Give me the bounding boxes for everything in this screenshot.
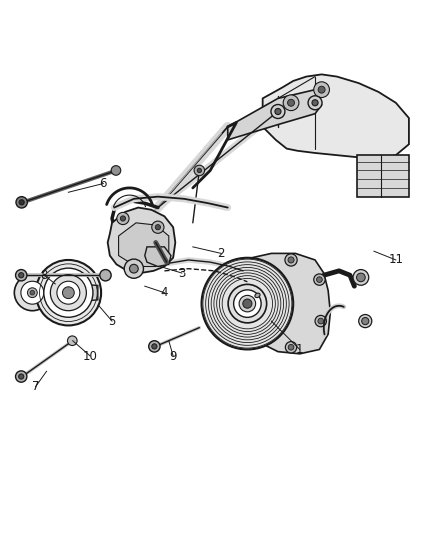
Circle shape bbox=[63, 287, 74, 298]
Circle shape bbox=[15, 270, 27, 281]
Circle shape bbox=[308, 96, 322, 110]
Circle shape bbox=[149, 341, 160, 352]
Text: 4: 4 bbox=[161, 286, 168, 299]
Circle shape bbox=[30, 290, 35, 295]
Circle shape bbox=[28, 288, 37, 297]
Circle shape bbox=[239, 295, 256, 312]
Text: 11: 11 bbox=[389, 254, 403, 266]
Circle shape bbox=[288, 257, 294, 263]
Circle shape bbox=[67, 336, 77, 345]
Polygon shape bbox=[108, 207, 175, 273]
Circle shape bbox=[124, 259, 144, 278]
Circle shape bbox=[111, 166, 121, 175]
Circle shape bbox=[120, 216, 126, 221]
Circle shape bbox=[317, 277, 322, 282]
Circle shape bbox=[357, 273, 365, 282]
Circle shape bbox=[100, 270, 111, 281]
Polygon shape bbox=[252, 253, 330, 354]
Circle shape bbox=[194, 165, 205, 176]
Circle shape bbox=[362, 318, 369, 325]
Circle shape bbox=[57, 281, 80, 304]
Polygon shape bbox=[263, 75, 409, 159]
Circle shape bbox=[288, 99, 294, 106]
Circle shape bbox=[16, 197, 27, 208]
Polygon shape bbox=[85, 285, 98, 301]
Circle shape bbox=[271, 104, 285, 118]
Circle shape bbox=[314, 82, 329, 98]
Circle shape bbox=[197, 168, 201, 173]
Text: 1: 1 bbox=[296, 343, 304, 356]
Circle shape bbox=[318, 318, 324, 324]
Circle shape bbox=[353, 270, 369, 285]
Circle shape bbox=[228, 285, 267, 323]
Text: 8: 8 bbox=[41, 269, 48, 282]
Circle shape bbox=[50, 274, 86, 311]
Circle shape bbox=[44, 268, 93, 317]
Circle shape bbox=[152, 221, 164, 233]
Circle shape bbox=[283, 95, 299, 111]
Circle shape bbox=[314, 274, 325, 285]
Circle shape bbox=[359, 314, 372, 328]
Circle shape bbox=[21, 281, 44, 304]
Circle shape bbox=[233, 290, 261, 317]
Polygon shape bbox=[228, 90, 321, 140]
Circle shape bbox=[18, 374, 24, 379]
Text: 6: 6 bbox=[99, 177, 107, 190]
Circle shape bbox=[288, 344, 294, 350]
Circle shape bbox=[315, 316, 326, 327]
Circle shape bbox=[130, 264, 138, 273]
Circle shape bbox=[152, 344, 157, 349]
Text: 3: 3 bbox=[178, 266, 186, 279]
Text: 9: 9 bbox=[170, 350, 177, 362]
Circle shape bbox=[275, 108, 281, 115]
Text: 2: 2 bbox=[217, 247, 225, 260]
Text: 10: 10 bbox=[83, 350, 98, 362]
Polygon shape bbox=[357, 155, 409, 197]
Circle shape bbox=[285, 254, 297, 266]
Circle shape bbox=[18, 272, 24, 278]
Circle shape bbox=[312, 100, 318, 106]
Circle shape bbox=[318, 86, 325, 93]
Circle shape bbox=[243, 299, 252, 308]
Circle shape bbox=[286, 342, 297, 353]
Polygon shape bbox=[145, 247, 171, 266]
Ellipse shape bbox=[255, 293, 260, 297]
Circle shape bbox=[201, 258, 293, 350]
Circle shape bbox=[117, 212, 129, 224]
Circle shape bbox=[15, 371, 27, 382]
Circle shape bbox=[35, 260, 101, 326]
Text: 7: 7 bbox=[32, 380, 39, 393]
Circle shape bbox=[155, 224, 160, 230]
Circle shape bbox=[19, 200, 24, 205]
Polygon shape bbox=[119, 223, 169, 266]
Circle shape bbox=[14, 274, 50, 311]
Text: 5: 5 bbox=[108, 314, 116, 328]
